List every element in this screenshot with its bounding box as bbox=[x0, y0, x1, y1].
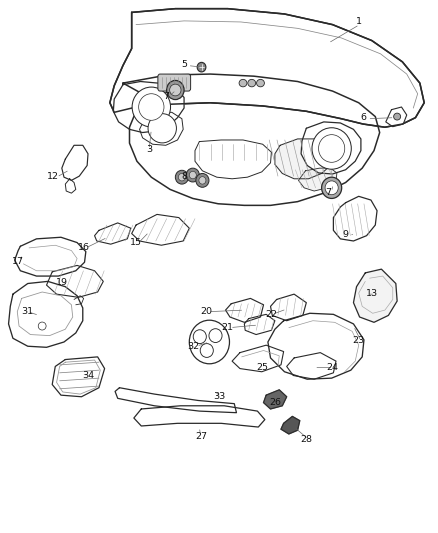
Text: 25: 25 bbox=[257, 363, 268, 372]
Polygon shape bbox=[333, 196, 377, 241]
Polygon shape bbox=[132, 214, 189, 245]
Polygon shape bbox=[301, 122, 361, 174]
Text: 16: 16 bbox=[78, 244, 90, 253]
Text: 5: 5 bbox=[181, 60, 187, 69]
Polygon shape bbox=[115, 387, 237, 413]
Text: 28: 28 bbox=[300, 435, 312, 444]
Polygon shape bbox=[14, 237, 86, 276]
Text: 31: 31 bbox=[21, 307, 33, 316]
Text: 17: 17 bbox=[12, 257, 24, 265]
Text: 6: 6 bbox=[360, 113, 366, 122]
Text: 24: 24 bbox=[326, 363, 339, 372]
Polygon shape bbox=[232, 345, 284, 372]
Polygon shape bbox=[113, 82, 184, 133]
Polygon shape bbox=[46, 265, 103, 297]
Text: 7: 7 bbox=[164, 92, 170, 101]
Ellipse shape bbox=[257, 79, 265, 87]
Text: 7: 7 bbox=[325, 188, 331, 197]
Ellipse shape bbox=[148, 114, 177, 143]
Ellipse shape bbox=[394, 113, 401, 120]
Polygon shape bbox=[298, 168, 337, 191]
Polygon shape bbox=[123, 74, 380, 205]
Text: 26: 26 bbox=[270, 398, 282, 407]
Polygon shape bbox=[95, 223, 131, 244]
Ellipse shape bbox=[321, 177, 342, 198]
Text: 33: 33 bbox=[213, 392, 225, 401]
Ellipse shape bbox=[38, 322, 46, 330]
Text: 21: 21 bbox=[222, 323, 234, 332]
Polygon shape bbox=[268, 313, 364, 379]
Text: 15: 15 bbox=[130, 238, 142, 247]
Ellipse shape bbox=[200, 344, 213, 358]
Ellipse shape bbox=[248, 79, 256, 87]
Polygon shape bbox=[244, 314, 275, 335]
Text: 1: 1 bbox=[356, 18, 362, 27]
Text: 27: 27 bbox=[195, 432, 208, 441]
Ellipse shape bbox=[139, 94, 164, 120]
Ellipse shape bbox=[175, 170, 188, 184]
Polygon shape bbox=[9, 281, 83, 348]
Ellipse shape bbox=[199, 176, 206, 184]
Ellipse shape bbox=[189, 320, 230, 364]
Text: 13: 13 bbox=[366, 288, 378, 297]
Polygon shape bbox=[264, 390, 287, 409]
Polygon shape bbox=[52, 357, 105, 397]
Ellipse shape bbox=[189, 171, 196, 179]
Ellipse shape bbox=[196, 173, 209, 187]
Polygon shape bbox=[134, 406, 265, 427]
Ellipse shape bbox=[318, 135, 345, 163]
Ellipse shape bbox=[209, 329, 222, 343]
Polygon shape bbox=[386, 107, 407, 127]
Polygon shape bbox=[275, 139, 335, 179]
Text: 20: 20 bbox=[200, 307, 212, 316]
Ellipse shape bbox=[325, 181, 338, 195]
Ellipse shape bbox=[312, 128, 351, 169]
Ellipse shape bbox=[178, 173, 185, 181]
Ellipse shape bbox=[132, 87, 170, 127]
Polygon shape bbox=[287, 353, 336, 379]
Text: 12: 12 bbox=[47, 172, 59, 181]
Polygon shape bbox=[281, 416, 300, 434]
Ellipse shape bbox=[166, 80, 184, 100]
Polygon shape bbox=[140, 112, 183, 146]
Text: 34: 34 bbox=[82, 371, 94, 380]
Polygon shape bbox=[62, 146, 88, 180]
Text: 3: 3 bbox=[146, 145, 152, 154]
Ellipse shape bbox=[239, 79, 247, 87]
Ellipse shape bbox=[197, 62, 206, 72]
Polygon shape bbox=[353, 269, 397, 322]
Ellipse shape bbox=[186, 168, 199, 182]
Polygon shape bbox=[271, 294, 306, 321]
Ellipse shape bbox=[193, 330, 206, 344]
Text: 8: 8 bbox=[181, 172, 187, 181]
Text: 9: 9 bbox=[343, 230, 349, 239]
FancyBboxPatch shape bbox=[158, 74, 191, 91]
Text: 23: 23 bbox=[353, 336, 365, 345]
Ellipse shape bbox=[170, 84, 181, 96]
Text: 32: 32 bbox=[187, 342, 199, 351]
Polygon shape bbox=[110, 9, 424, 127]
Text: 19: 19 bbox=[56, 278, 68, 287]
Polygon shape bbox=[226, 298, 264, 322]
Text: 22: 22 bbox=[265, 310, 277, 319]
